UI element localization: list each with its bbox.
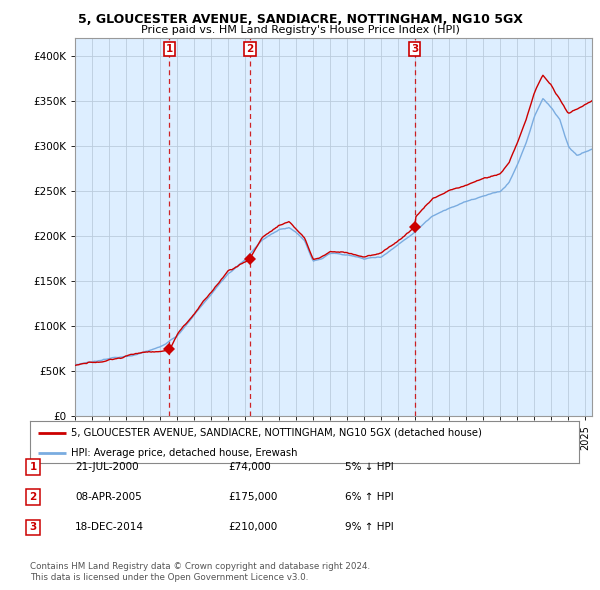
Text: Price paid vs. HM Land Registry's House Price Index (HPI): Price paid vs. HM Land Registry's House … — [140, 25, 460, 35]
Text: £74,000: £74,000 — [228, 463, 271, 472]
Text: 21-JUL-2000: 21-JUL-2000 — [75, 463, 139, 472]
Text: 2: 2 — [29, 493, 37, 502]
Text: 9% ↑ HPI: 9% ↑ HPI — [345, 523, 394, 532]
Text: £175,000: £175,000 — [228, 493, 277, 502]
Text: Contains HM Land Registry data © Crown copyright and database right 2024.
This d: Contains HM Land Registry data © Crown c… — [30, 562, 370, 582]
Text: 2: 2 — [246, 44, 253, 54]
Text: 1: 1 — [166, 44, 173, 54]
Text: 3: 3 — [29, 523, 37, 532]
Text: 3: 3 — [411, 44, 418, 54]
Text: 5, GLOUCESTER AVENUE, SANDIACRE, NOTTINGHAM, NG10 5GX (detached house): 5, GLOUCESTER AVENUE, SANDIACRE, NOTTING… — [71, 428, 482, 438]
Text: 08-APR-2005: 08-APR-2005 — [75, 493, 142, 502]
Text: 5% ↓ HPI: 5% ↓ HPI — [345, 463, 394, 472]
Text: 1: 1 — [29, 463, 37, 472]
Text: £210,000: £210,000 — [228, 523, 277, 532]
Text: 5, GLOUCESTER AVENUE, SANDIACRE, NOTTINGHAM, NG10 5GX: 5, GLOUCESTER AVENUE, SANDIACRE, NOTTING… — [77, 13, 523, 26]
Text: HPI: Average price, detached house, Erewash: HPI: Average price, detached house, Erew… — [71, 448, 298, 457]
Text: 6% ↑ HPI: 6% ↑ HPI — [345, 493, 394, 502]
Text: 18-DEC-2014: 18-DEC-2014 — [75, 523, 144, 532]
